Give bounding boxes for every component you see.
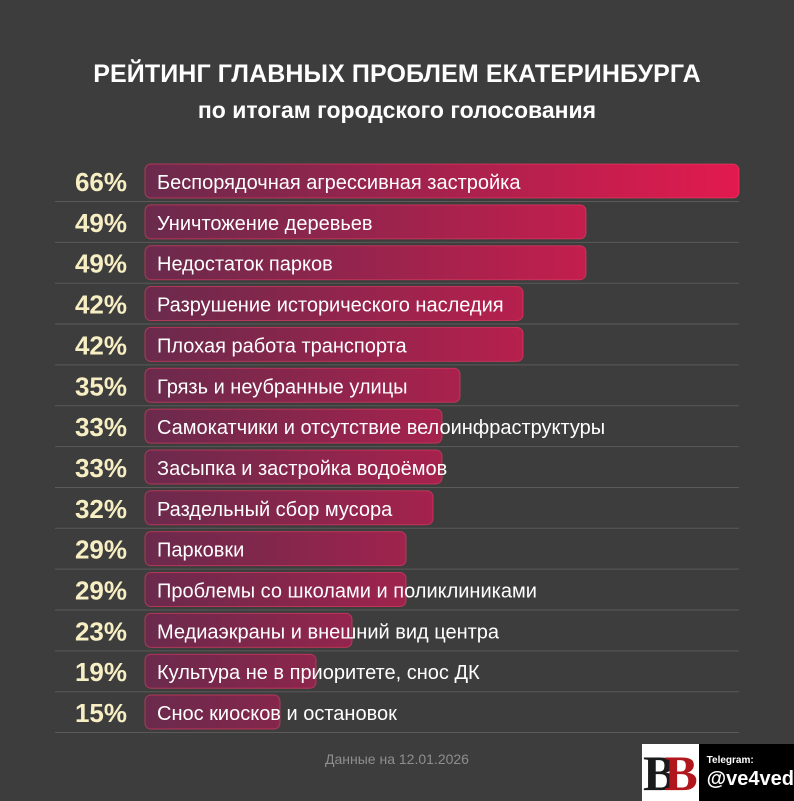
- brand-logo-icon: B B: [642, 744, 699, 801]
- category-label: Проблемы со школами и поликлиниками: [157, 581, 537, 603]
- category-label: Культура не в приоритете, снос ДК: [157, 662, 480, 684]
- bar: [144, 163, 740, 199]
- chart-subtitle: по итогам городского голосования: [197, 97, 597, 123]
- value-label: 66%: [75, 167, 127, 197]
- category-label: Беспорядочная агрессивная застройка: [157, 172, 521, 194]
- category-label: Засыпка и застройка водоёмов: [157, 458, 447, 480]
- value-label: 49%: [75, 208, 127, 238]
- telegram-badge[interactable]: B B Telegram: @ve4ved: [642, 744, 794, 801]
- value-label: 29%: [75, 576, 127, 606]
- category-label: Парковки: [157, 540, 244, 562]
- value-label: 15%: [75, 698, 127, 728]
- category-label: Медиаэкраны и внешний вид центра: [157, 621, 500, 643]
- telegram-handle[interactable]: @ve4ved: [706, 767, 794, 790]
- bar: [144, 408, 443, 444]
- telegram-info: Telegram: @ve4ved: [699, 744, 794, 801]
- bar: [144, 286, 524, 322]
- value-label: 33%: [75, 453, 127, 483]
- bar: [144, 490, 434, 526]
- category-label: Уничтожение деревьев: [157, 213, 373, 235]
- category-label: Самокатчики и отсутствие велоинфраструкт…: [157, 417, 605, 439]
- category-label: Плохая работа транспорта: [157, 335, 407, 357]
- bar: [144, 572, 407, 607]
- bar: [144, 204, 587, 240]
- category-label: Раздельный сбор мусора: [157, 499, 393, 521]
- value-label: 49%: [75, 249, 127, 279]
- bar: [144, 326, 524, 362]
- category-label: Снос киосков и остановок: [157, 703, 397, 725]
- value-label: 19%: [75, 657, 127, 687]
- value-label: 29%: [75, 535, 127, 565]
- bar: [144, 653, 317, 689]
- bar: [144, 367, 461, 403]
- logo-letter-2: B: [664, 744, 697, 801]
- value-label: 33%: [75, 412, 127, 442]
- value-label: 32%: [75, 494, 127, 524]
- bar: [144, 531, 407, 567]
- telegram-label: Telegram:: [706, 754, 754, 766]
- data-date-note: Данные на 12.01.2026: [325, 751, 469, 767]
- value-label: 42%: [75, 290, 127, 320]
- value-label: 23%: [75, 616, 127, 646]
- category-label: Разрушение исторического наследия: [157, 295, 504, 317]
- bar: [144, 694, 281, 730]
- category-label: Недостаток парков: [157, 254, 333, 276]
- bar: [144, 245, 587, 281]
- bar: [144, 612, 353, 648]
- category-label: Грязь и неубранные улицы: [157, 376, 408, 398]
- chart-title: РЕЙТИНГ ГЛАВНЫХ ПРОБЛЕМ ЕКАТЕРИНБУРГА: [93, 60, 701, 88]
- bar: [144, 449, 443, 485]
- value-label: 42%: [75, 330, 127, 360]
- value-label: 35%: [75, 371, 127, 401]
